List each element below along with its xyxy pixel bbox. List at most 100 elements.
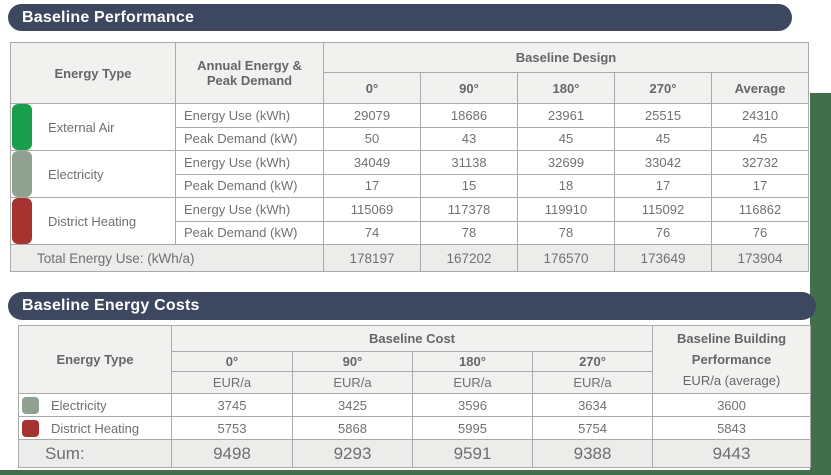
value-cell: 43 [420, 126, 518, 151]
metric-label: Peak Demand (kW) [175, 220, 324, 245]
header-building-line2: Performance [691, 352, 772, 367]
value-cell: 3634 [531, 393, 654, 417]
total-label: Total Energy Use: (kWh/a) [10, 244, 324, 272]
table-row: External Air Energy Use (kWh) 29079 1868… [10, 103, 810, 151]
value-cell: 32699 [517, 150, 615, 175]
header-baseline-building-performance: Baseline Building Performance EUR/a (ave… [652, 325, 812, 394]
total-row: Total Energy Use: (kWh/a) 178197 167202 … [10, 244, 810, 272]
header-unit: EUR/a [171, 371, 293, 394]
value-cell: 117378 [420, 197, 518, 222]
value-cell: 17 [710, 173, 810, 198]
total-value: 173649 [614, 244, 712, 272]
header-annual-energy-peak: Annual Energy & Peak Demand [175, 42, 324, 104]
energy-type-cell: External Air [12, 104, 175, 150]
value-cell: 115069 [323, 197, 421, 222]
baseline-performance-title: Baseline Performance [22, 9, 195, 26]
value-cell: 5754 [531, 416, 654, 440]
value-cell: 119910 [517, 197, 615, 222]
metric-label: Energy Use (kWh) [175, 197, 324, 222]
total-value: 176570 [517, 244, 615, 272]
sum-value: 9498 [171, 439, 293, 468]
value-cell: 18 [517, 173, 615, 198]
table-row: Electricity 3745 3425 3596 3634 3600 [18, 393, 812, 417]
value-cell: 78 [517, 220, 615, 245]
sum-value: 9293 [292, 439, 413, 468]
header-orientation-90: 90° [420, 72, 518, 104]
header-orientation-270: 270° [531, 351, 654, 372]
table-row: Peak Demand (kW) 50 43 45 45 45 [11, 126, 810, 151]
header-annual-line2: Peak Demand [206, 73, 293, 88]
value-cell: 29079 [323, 103, 421, 128]
total-value: 167202 [420, 244, 518, 272]
baseline-energy-costs-titlebar: Baseline Energy Costs [8, 292, 816, 320]
total-value: 173904 [710, 244, 810, 272]
total-value: 178197 [323, 244, 421, 272]
color-swatch-electricity [12, 151, 32, 197]
value-cell: 45 [710, 126, 810, 151]
header-unit: EUR/a [292, 371, 413, 394]
header-orientation-180: 180° [412, 351, 533, 372]
value-cell: 115092 [614, 197, 712, 222]
sum-row: Sum: 9498 9293 9591 9388 9443 [18, 439, 812, 468]
value-cell: 74 [323, 220, 421, 245]
value-cell: 33042 [614, 150, 712, 175]
costs-table: Energy Type Baseline Cost Baseline Build… [18, 325, 812, 468]
value-cell: 31138 [420, 150, 518, 175]
baseline-energy-costs-title: Baseline Energy Costs [22, 297, 200, 314]
value-cell: 3425 [292, 393, 413, 417]
header-energy-type: Energy Type [10, 42, 176, 104]
value-cell: 5843 [652, 416, 812, 440]
value-cell: 45 [614, 126, 712, 151]
value-cell: 34049 [323, 150, 421, 175]
energy-type-cell: Electricity [12, 151, 175, 197]
value-cell: 45 [517, 126, 615, 151]
color-swatch-district-heating [22, 419, 39, 437]
value-cell: 76 [614, 220, 712, 245]
header-baseline-cost: Baseline Cost [170, 325, 654, 352]
header-unit: EUR/a [531, 371, 654, 394]
value-cell: 50 [323, 126, 421, 151]
sum-label: Sum: [18, 439, 172, 468]
value-cell: 116862 [710, 197, 810, 222]
content-panel-corner [810, 0, 831, 93]
metric-label: Peak Demand (kW) [175, 126, 324, 151]
table-row: Peak Demand (kW) 74 78 78 76 76 [11, 220, 810, 245]
header-orientation-270: 270° [614, 72, 712, 104]
value-cell: 17 [614, 173, 712, 198]
value-cell: 25515 [614, 103, 712, 128]
energy-type-label: District Heating [51, 420, 140, 436]
header-baseline-design: Baseline Design [322, 42, 810, 73]
sum-value: 9591 [412, 439, 533, 468]
table-row: Peak Demand (kW) 17 15 18 17 17 [11, 173, 810, 198]
value-cell: 18686 [420, 103, 518, 128]
baseline-performance-titlebar: Baseline Performance [8, 4, 792, 31]
value-cell: 76 [710, 220, 810, 245]
header-orientation-180: 180° [517, 72, 615, 104]
table-row: District Heating Energy Use (kWh) 115069… [10, 197, 810, 245]
value-cell: 15 [420, 173, 518, 198]
metric-label: Energy Use (kWh) [175, 150, 324, 175]
color-swatch-external-air [12, 104, 32, 150]
value-cell: 32732 [710, 150, 810, 175]
value-cell: 5995 [412, 416, 533, 440]
value-cell: 3600 [652, 393, 812, 417]
header-orientation-0: 0° [171, 351, 293, 372]
energy-type-cell: District Heating [12, 198, 175, 244]
energy-type-label: District Heating [48, 213, 137, 229]
value-cell: 3745 [171, 393, 293, 417]
energy-type-label: Electricity [51, 397, 107, 413]
energy-type-cell: District Heating [20, 419, 171, 437]
value-cell: 17 [323, 173, 421, 198]
performance-table: Energy Type Annual Energy & Peak Demand … [10, 42, 810, 272]
value-cell: 23961 [517, 103, 615, 128]
header-annual-line1: Annual Energy & [197, 58, 302, 73]
header-orientation-90: 90° [292, 351, 413, 372]
energy-type-label: Electricity [48, 166, 104, 182]
value-cell: 78 [420, 220, 518, 245]
energy-type-cell: Electricity [20, 396, 171, 414]
metric-label: Peak Demand (kW) [175, 173, 324, 198]
header-orientation-0: 0° [323, 72, 421, 104]
metric-label: Energy Use (kWh) [175, 103, 324, 128]
sum-value: 9388 [531, 439, 654, 468]
sum-value: 9443 [652, 439, 812, 468]
